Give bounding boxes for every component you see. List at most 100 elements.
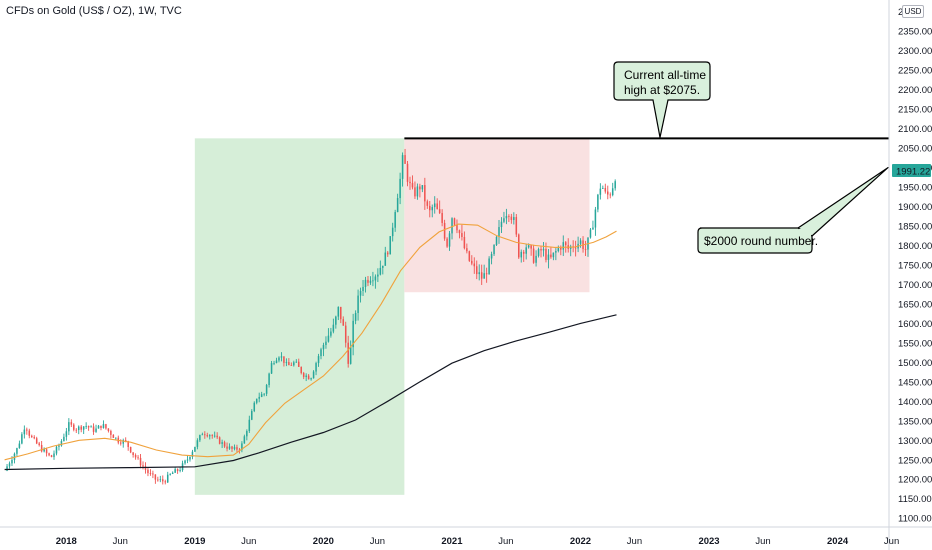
candle-up <box>263 393 265 395</box>
candle-down <box>441 213 443 223</box>
candle-up <box>97 425 100 429</box>
candle-down <box>540 249 542 251</box>
candle-up <box>448 233 451 247</box>
candle-down <box>609 194 612 196</box>
candle-up <box>416 186 419 197</box>
candle-down <box>33 437 36 439</box>
candle-up <box>18 443 21 449</box>
candle-up <box>377 274 379 277</box>
candle-up <box>357 295 359 313</box>
y-tick-label: 1500.00 <box>898 358 932 369</box>
y-tick-label: 2050.00 <box>898 144 932 155</box>
candle-up <box>82 426 85 430</box>
candle-up <box>500 221 503 228</box>
y-tick-label: 2150.00 <box>898 105 932 116</box>
candle-down <box>564 242 567 246</box>
candle-up <box>369 280 372 283</box>
candle-down <box>105 424 107 429</box>
candle-up <box>552 252 555 258</box>
ma-fast-line <box>4 223 617 461</box>
candle-up <box>396 198 399 213</box>
candle-up <box>527 245 530 248</box>
y-tick-label: 2200.00 <box>898 85 932 96</box>
candle-up <box>77 426 80 431</box>
candle-up <box>389 236 391 255</box>
x-tick-label: Jun <box>498 536 513 547</box>
candle-up <box>379 267 382 275</box>
candle-down <box>35 438 38 444</box>
candle-down <box>550 254 552 258</box>
candle-down <box>367 279 369 283</box>
candle-up <box>325 341 327 345</box>
candle-down <box>414 187 416 197</box>
candle-up <box>330 331 332 336</box>
candle-down <box>344 325 347 343</box>
candle-down <box>480 272 483 279</box>
candle-down <box>164 481 167 483</box>
candle-up <box>285 362 288 363</box>
y-tick-label: 1450.00 <box>898 377 932 388</box>
y-tick-label: 1250.00 <box>898 455 932 466</box>
x-tick-label: 2019 <box>184 536 205 547</box>
candle-down <box>443 222 446 239</box>
y-tick-label: 1750.00 <box>898 260 932 271</box>
round-callout-joint <box>799 229 811 237</box>
candle-down <box>48 453 50 456</box>
candle-down <box>226 446 228 449</box>
candle-down <box>137 457 139 459</box>
candle-down <box>290 365 293 366</box>
candle-up <box>280 356 283 358</box>
x-tick-label: Jun <box>755 536 770 547</box>
candle-up <box>542 248 545 251</box>
candle-up <box>537 249 540 256</box>
y-tick-label: 1950.00 <box>898 183 932 194</box>
candle-up <box>90 426 92 428</box>
candle-down <box>515 217 518 235</box>
y-tick-label: 1300.00 <box>898 436 932 447</box>
currency-badge[interactable]: USD <box>902 5 924 18</box>
candle-up <box>11 459 13 464</box>
candle-up <box>495 236 498 245</box>
candle-up <box>43 449 45 452</box>
candle-up <box>399 178 401 199</box>
candle-down <box>40 445 43 452</box>
candle-down <box>438 209 441 214</box>
candle-down <box>545 248 547 260</box>
candle-up <box>251 411 253 420</box>
candle-down <box>176 469 179 472</box>
candle-down <box>473 263 476 267</box>
y-tick-label: 2350.00 <box>898 27 932 38</box>
candle-up <box>597 194 599 210</box>
candle-down <box>162 479 164 482</box>
candle-up <box>431 207 434 211</box>
candle-up <box>505 216 508 219</box>
candle-down <box>510 216 513 221</box>
candle-up <box>60 441 63 446</box>
candle-up <box>228 446 231 449</box>
candle-up <box>317 356 320 364</box>
candle-down <box>461 233 463 237</box>
candle-down <box>409 181 411 184</box>
candle-down <box>468 251 471 261</box>
candle-down <box>30 435 33 438</box>
y-tick-label: 1650.00 <box>898 299 932 310</box>
candle-up <box>68 422 70 432</box>
candle-up <box>592 227 594 230</box>
candle-down <box>139 457 142 466</box>
candle-down <box>584 249 587 250</box>
candle-up <box>268 373 270 385</box>
candle-up <box>186 459 189 461</box>
x-tick-label: 2021 <box>441 536 463 547</box>
candle-down <box>107 428 110 431</box>
candle-down <box>119 442 122 444</box>
ma-slow-line <box>4 314 617 471</box>
candle-up <box>208 435 211 437</box>
candle-up <box>384 252 387 266</box>
candle-down <box>236 447 238 450</box>
candle-up <box>322 344 325 350</box>
y-tick-label: 1800.00 <box>898 241 932 252</box>
candle-up <box>421 185 424 190</box>
candle-up <box>189 456 191 460</box>
y-tick-label: 1150.00 <box>898 494 932 505</box>
